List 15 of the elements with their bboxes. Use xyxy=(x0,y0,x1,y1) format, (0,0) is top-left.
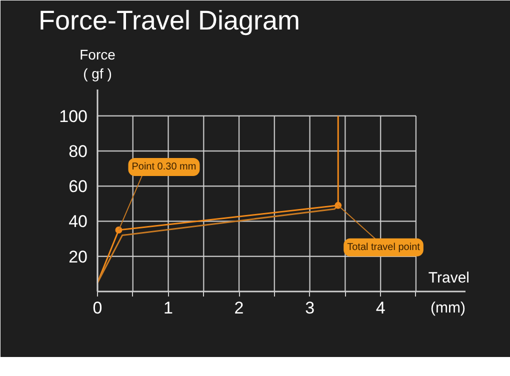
x-tick-label: 4 xyxy=(376,298,386,318)
y-tick-label: 20 xyxy=(68,247,88,266)
x-tick-label: 3 xyxy=(305,298,315,318)
y-tick-label: 80 xyxy=(68,142,88,161)
x-tick-label: 1 xyxy=(164,298,174,318)
chart-title: Force-Travel Diagram xyxy=(38,6,300,36)
annotation: Point 0.30 mm xyxy=(132,162,196,173)
y-tick-label: 100 xyxy=(59,106,88,126)
y-tick-label: 60 xyxy=(68,177,88,196)
annotation: Total travel point xyxy=(347,242,420,253)
y-axis-title: Force ( gf ) xyxy=(80,46,116,82)
y-tick-label: 40 xyxy=(68,212,88,232)
x-tick-label: 2 xyxy=(234,298,244,318)
x-tick-label: 0 xyxy=(92,298,102,318)
x-axis-title: Travel (mm) xyxy=(428,270,470,316)
